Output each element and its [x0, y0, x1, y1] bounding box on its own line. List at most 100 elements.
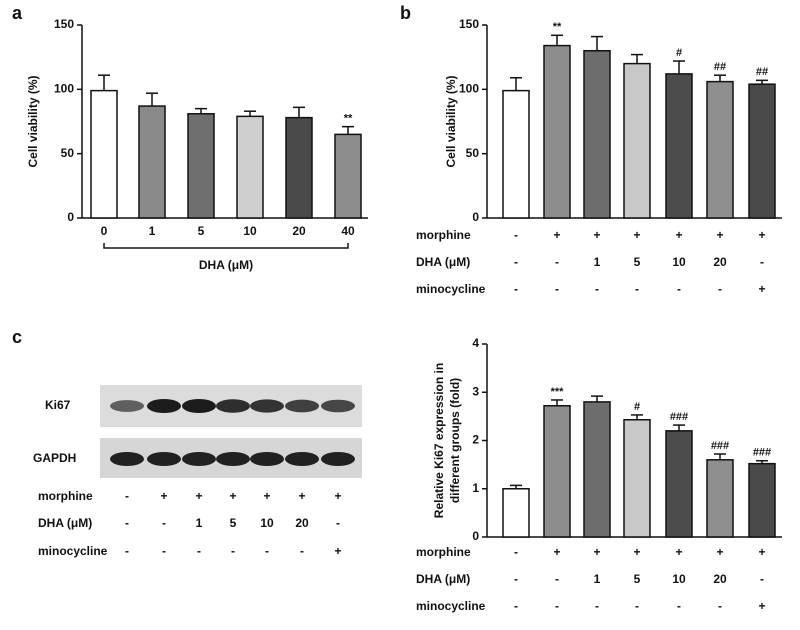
condition-label: morphine: [416, 228, 471, 242]
bar: [285, 116, 313, 219]
y-tick-label: 50: [466, 146, 480, 160]
bar: [90, 89, 118, 219]
y-tick-label: 3: [472, 384, 479, 398]
condition-cell: -: [718, 599, 722, 613]
condition-cell: +: [229, 489, 236, 503]
bar: [334, 133, 362, 219]
condition-label: morphine: [38, 489, 93, 503]
significance-label: #: [634, 401, 640, 413]
condition-cell: +: [675, 228, 682, 242]
significance-label: **: [344, 113, 353, 125]
bar: [187, 113, 215, 219]
significance-label: ###: [711, 440, 729, 452]
y-tick-label: 100: [54, 82, 74, 96]
condition-cell: +: [195, 489, 202, 503]
condition-cell: -: [514, 255, 518, 269]
band-label: Ki67: [45, 398, 71, 412]
bar: [543, 44, 571, 219]
condition-cell: -: [514, 282, 518, 296]
gapdh-band: [147, 452, 181, 466]
bar: [623, 62, 651, 219]
x-tick-label: 0: [101, 224, 108, 238]
gapdh-band: [321, 452, 355, 466]
y-tick-label: 0: [67, 210, 74, 224]
panel-label: c: [12, 327, 22, 347]
band-label: GAPDH: [33, 451, 76, 465]
condition-cell: 10: [672, 255, 686, 269]
ki67-band: [285, 399, 319, 413]
x-tick-label: 1: [149, 224, 156, 238]
bar: [138, 105, 166, 219]
bar: [623, 419, 651, 538]
gapdh-band: [250, 452, 284, 466]
condition-cell: +: [160, 489, 167, 503]
significance-label: ##: [714, 61, 726, 73]
significance-label: ##: [756, 66, 768, 78]
y-axis-label: different groups (fold): [448, 378, 462, 503]
condition-cell: +: [263, 489, 270, 503]
bar: [583, 49, 611, 219]
condition-cell: -: [555, 282, 559, 296]
blot-image: [100, 385, 362, 478]
condition-cell: -: [635, 599, 639, 613]
ki67-band: [110, 400, 144, 412]
condition-cell: 1: [594, 255, 601, 269]
condition-label: DHA (μM): [416, 572, 470, 586]
condition-cell: -: [595, 599, 599, 613]
condition-cell: -: [125, 489, 129, 503]
ki67-band: [216, 399, 250, 413]
bar: [502, 89, 530, 219]
condition-cell: -: [595, 282, 599, 296]
condition-cell: -: [718, 282, 722, 296]
y-axis-label: Cell viability (%): [444, 75, 458, 167]
condition-cell: -: [231, 544, 235, 558]
panel-label: a: [12, 3, 23, 23]
panel-label: b: [400, 3, 411, 23]
condition-cell: +: [758, 228, 765, 242]
bracket: [103, 243, 349, 249]
y-tick-label: 100: [459, 82, 479, 96]
condition-cell: +: [716, 545, 723, 559]
condition-cell: +: [593, 545, 600, 559]
condition-label: minocycline: [38, 544, 108, 558]
x-axis-label: DHA (μM): [199, 258, 253, 272]
condition-cell: -: [514, 545, 518, 559]
condition-cell: -: [677, 282, 681, 296]
condition-cell: -: [555, 599, 559, 613]
bar: [543, 405, 571, 538]
significance-label: #: [676, 47, 682, 59]
y-tick-label: 0: [472, 210, 479, 224]
condition-label: minocycline: [416, 599, 486, 613]
condition-cell: -: [514, 572, 518, 586]
significance-label: **: [553, 21, 562, 33]
condition-cell: 5: [230, 516, 237, 530]
condition-cell: 20: [713, 255, 727, 269]
condition-cell: -: [514, 599, 518, 613]
condition-cell: 5: [634, 255, 641, 269]
x-tick-label: 40: [341, 224, 355, 238]
bar: [706, 459, 734, 538]
x-tick-label: 20: [292, 224, 306, 238]
condition-cell: +: [553, 228, 560, 242]
condition-cell: 1: [196, 516, 203, 530]
bar: [748, 462, 776, 538]
condition-cell: -: [265, 544, 269, 558]
condition-label: minocycline: [416, 282, 486, 296]
condition-cell: -: [760, 255, 764, 269]
condition-cell: -: [336, 516, 340, 530]
condition-cell: -: [162, 516, 166, 530]
gapdh-band: [110, 452, 144, 466]
condition-cell: 20: [295, 516, 309, 530]
y-axis-label: Relative Ki67 expression in: [432, 363, 446, 518]
y-tick-label: 4: [472, 336, 479, 350]
condition-label: morphine: [416, 545, 471, 559]
condition-cell: +: [758, 599, 765, 613]
condition-cell: -: [555, 255, 559, 269]
significance-label: ***: [551, 386, 565, 398]
condition-cell: +: [298, 489, 305, 503]
y-tick-label: 1: [472, 481, 479, 495]
ki67-band: [182, 399, 216, 413]
condition-cell: 20: [713, 572, 727, 586]
bar: [665, 73, 693, 219]
